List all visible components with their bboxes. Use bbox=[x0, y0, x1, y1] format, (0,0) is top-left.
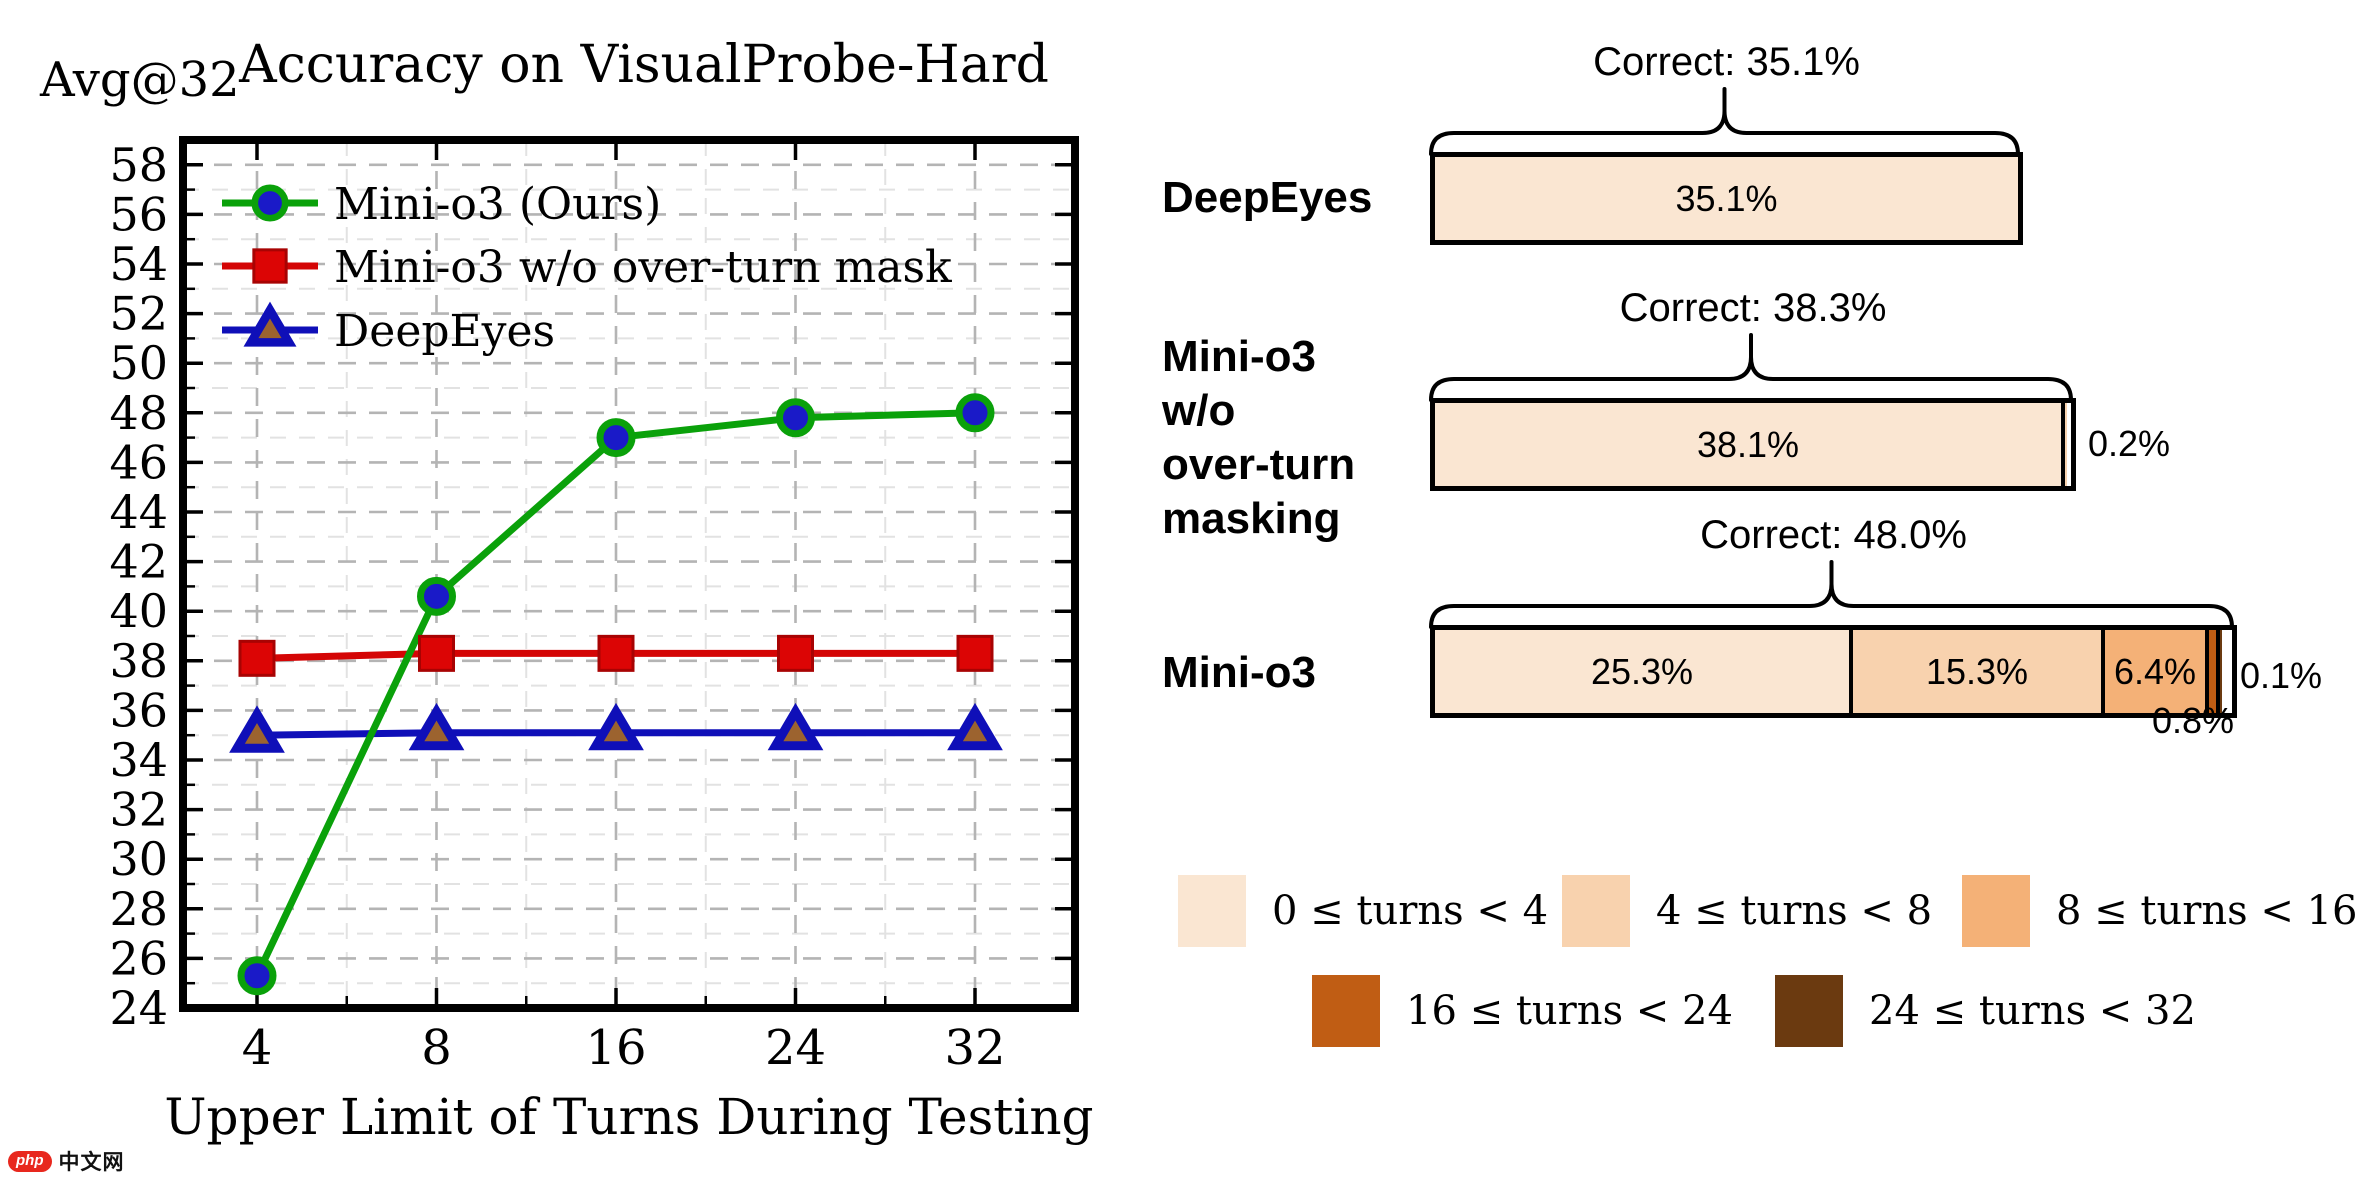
marker-circle bbox=[237, 956, 277, 996]
correct-total-label: Correct: 48.0% bbox=[1700, 513, 1967, 557]
brace bbox=[1429, 333, 2073, 402]
php-logo-badge: php bbox=[8, 1150, 52, 1172]
bar-segment: 38.1% bbox=[1435, 403, 2065, 486]
marker-square bbox=[956, 634, 994, 672]
brace bbox=[1429, 87, 2020, 156]
y-tick-label: 30 bbox=[109, 832, 168, 886]
y-tick-label: 52 bbox=[109, 287, 168, 341]
brace-path bbox=[1429, 560, 2234, 629]
legend-item-turns: 8 ≤ turns < 16 bbox=[1962, 875, 2357, 947]
bar-segment: 35.1% bbox=[1435, 157, 2018, 240]
marker-square bbox=[777, 634, 814, 672]
legend-item-label: 4 ≤ turns < 8 bbox=[1656, 888, 1933, 934]
marker-square bbox=[252, 248, 288, 284]
y-tick-label: 48 bbox=[109, 386, 168, 440]
stacked-bar: 35.1% bbox=[1430, 152, 2023, 245]
correct-total-label: Correct: 38.3% bbox=[1619, 286, 1887, 330]
y-tick-label: 42 bbox=[109, 535, 168, 589]
stacked-bar: 25.3% 15.3% 6.4% bbox=[1430, 625, 2237, 718]
marker-square bbox=[238, 639, 276, 677]
marker-triangle bbox=[767, 702, 824, 751]
marker-triangle bbox=[947, 702, 1003, 751]
bar-segment: 15.3% bbox=[1853, 630, 2105, 713]
segment-outside-label: 0.1% bbox=[2240, 655, 2323, 696]
y-tick-label: 44 bbox=[109, 485, 168, 539]
marker-square bbox=[418, 634, 455, 672]
watermark-text: 中文网 bbox=[58, 1151, 125, 1174]
bar-segment bbox=[2209, 630, 2220, 713]
x-tick-label: 16 bbox=[585, 1020, 646, 1076]
x-tick-label: 24 bbox=[765, 1020, 826, 1076]
legend-label: Mini-o3 w/o over-turn mask bbox=[334, 242, 952, 293]
legend-swatch bbox=[1775, 975, 1843, 1047]
x-tick-label: 4 bbox=[242, 1020, 273, 1076]
bar-segment: 6.4% bbox=[2105, 630, 2209, 713]
brace-path bbox=[1429, 333, 2073, 402]
marker-square bbox=[597, 634, 635, 672]
watermark: php 中文网 bbox=[8, 1146, 125, 1176]
marker-circle bbox=[251, 184, 289, 222]
y-tick-label: 54 bbox=[109, 237, 168, 291]
segment-outside-label: 0.2% bbox=[2088, 422, 2171, 464]
legend-swatch bbox=[1562, 875, 1630, 947]
bar-segment bbox=[2065, 403, 2067, 486]
x-tick-label: 8 bbox=[421, 1020, 452, 1076]
y-tick-label: 46 bbox=[109, 435, 168, 489]
segment-outside-label: 0.8% bbox=[2152, 700, 2235, 741]
y-tick-label: 32 bbox=[109, 783, 168, 837]
legend-label: DeepEyes bbox=[334, 306, 555, 357]
brace bbox=[1429, 560, 2234, 629]
legend-swatch bbox=[1312, 975, 1380, 1047]
legend-swatch bbox=[1178, 875, 1246, 947]
marker-circle bbox=[776, 398, 815, 438]
correct-total-label: Correct: 35.1% bbox=[1593, 40, 1860, 84]
y-tick-label: 40 bbox=[109, 584, 168, 638]
bar-segment: 25.3% bbox=[1435, 630, 1853, 713]
marker-circle bbox=[417, 576, 456, 616]
legend-item-label: 0 ≤ turns < 4 bbox=[1272, 888, 1549, 934]
y-tick-label: 58 bbox=[109, 138, 168, 192]
row-label-mini-o3: Mini-o3 bbox=[1162, 647, 1316, 697]
y-tick-label: 56 bbox=[109, 187, 168, 241]
plot-border bbox=[179, 136, 1079, 1012]
accuracy-line-chart: Mini-o3 (Ours) Mini-o3 w/o over-turn mask… bbox=[39, 35, 1094, 1146]
x-axis-title: Upper Limit of Turns During Testing bbox=[164, 1088, 1093, 1146]
row-label-mini-o3: Mini-o3 w/o over-turn masking bbox=[1162, 332, 1356, 543]
marker-triangle bbox=[243, 301, 297, 347]
row-label-deepeyes: DeepEyes bbox=[1162, 172, 1373, 222]
legend-item-label: 16 ≤ turns < 24 bbox=[1406, 988, 1733, 1034]
legend-item-turns: 16 ≤ turns < 24 bbox=[1312, 975, 1733, 1047]
marker-triangle bbox=[408, 702, 465, 751]
marker-circle bbox=[955, 393, 995, 433]
chart-title: Accuracy on VisualProbe-Hard bbox=[238, 35, 1049, 95]
legend-item-turns: 24 ≤ turns < 32 bbox=[1775, 975, 2196, 1047]
legend-swatch bbox=[1962, 875, 2030, 947]
y-tick-label: 24 bbox=[109, 981, 168, 1035]
x-tick-label: 32 bbox=[944, 1020, 1005, 1076]
brace-path bbox=[1429, 87, 2020, 156]
legend-label: Mini-o3 (Ours) bbox=[334, 179, 661, 230]
y-tick-label: 38 bbox=[109, 634, 168, 688]
marker-triangle bbox=[588, 702, 644, 751]
legend-item-label: 8 ≤ turns < 16 bbox=[2056, 888, 2358, 934]
y-tick-label: 36 bbox=[109, 683, 168, 737]
legend-item-label: 24 ≤ turns < 32 bbox=[1869, 988, 2196, 1034]
y-tick-label: 50 bbox=[109, 336, 168, 390]
y-tick-label: 26 bbox=[109, 931, 168, 985]
legend-item-turns: 4 ≤ turns < 8 bbox=[1562, 875, 1932, 947]
y-tick-label: 28 bbox=[109, 882, 168, 936]
bar-segment bbox=[2220, 630, 2222, 713]
marker-triangle bbox=[229, 705, 285, 753]
y-axis-corner-label: Avg@32 bbox=[39, 52, 240, 108]
stacked-bar: 38.1% bbox=[1430, 398, 2076, 491]
legend-item-turns: 0 ≤ turns < 4 bbox=[1178, 875, 1548, 947]
marker-circle bbox=[596, 418, 636, 458]
y-tick-label: 34 bbox=[109, 733, 168, 787]
